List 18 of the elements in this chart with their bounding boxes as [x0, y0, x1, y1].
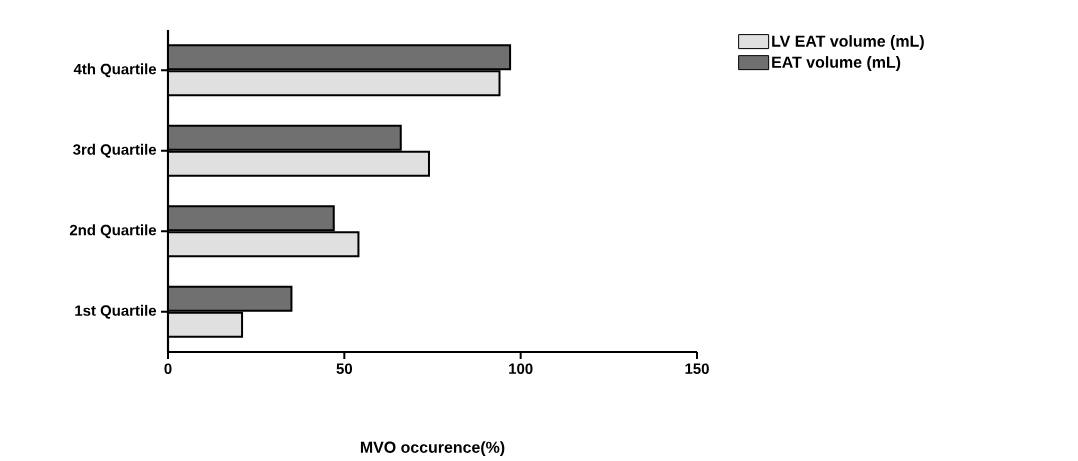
legend-label: LV EAT volume (mL) [772, 35, 924, 50]
bar [168, 285, 293, 312]
bar [168, 70, 501, 97]
x-tick-label: 0 [164, 363, 172, 374]
x-axis-title: MVO occurence(%) [360, 441, 505, 457]
x-tick-label: 150 [685, 363, 709, 374]
y-tick-label: 4th Quartile [73, 63, 157, 78]
y-tick-label: 3rd Quartile [73, 143, 157, 158]
bar [168, 44, 512, 71]
bar [168, 231, 360, 258]
bar [168, 205, 335, 232]
bar [168, 150, 430, 177]
bar [168, 124, 402, 151]
y-tick-label: 1st Quartile [75, 304, 157, 319]
legend-label: EAT volume (mL) [772, 56, 901, 71]
y-tick-label: 2nd Quartile [69, 224, 157, 239]
x-tick-label: 50 [336, 363, 353, 374]
x-tick-label: 100 [509, 363, 533, 374]
